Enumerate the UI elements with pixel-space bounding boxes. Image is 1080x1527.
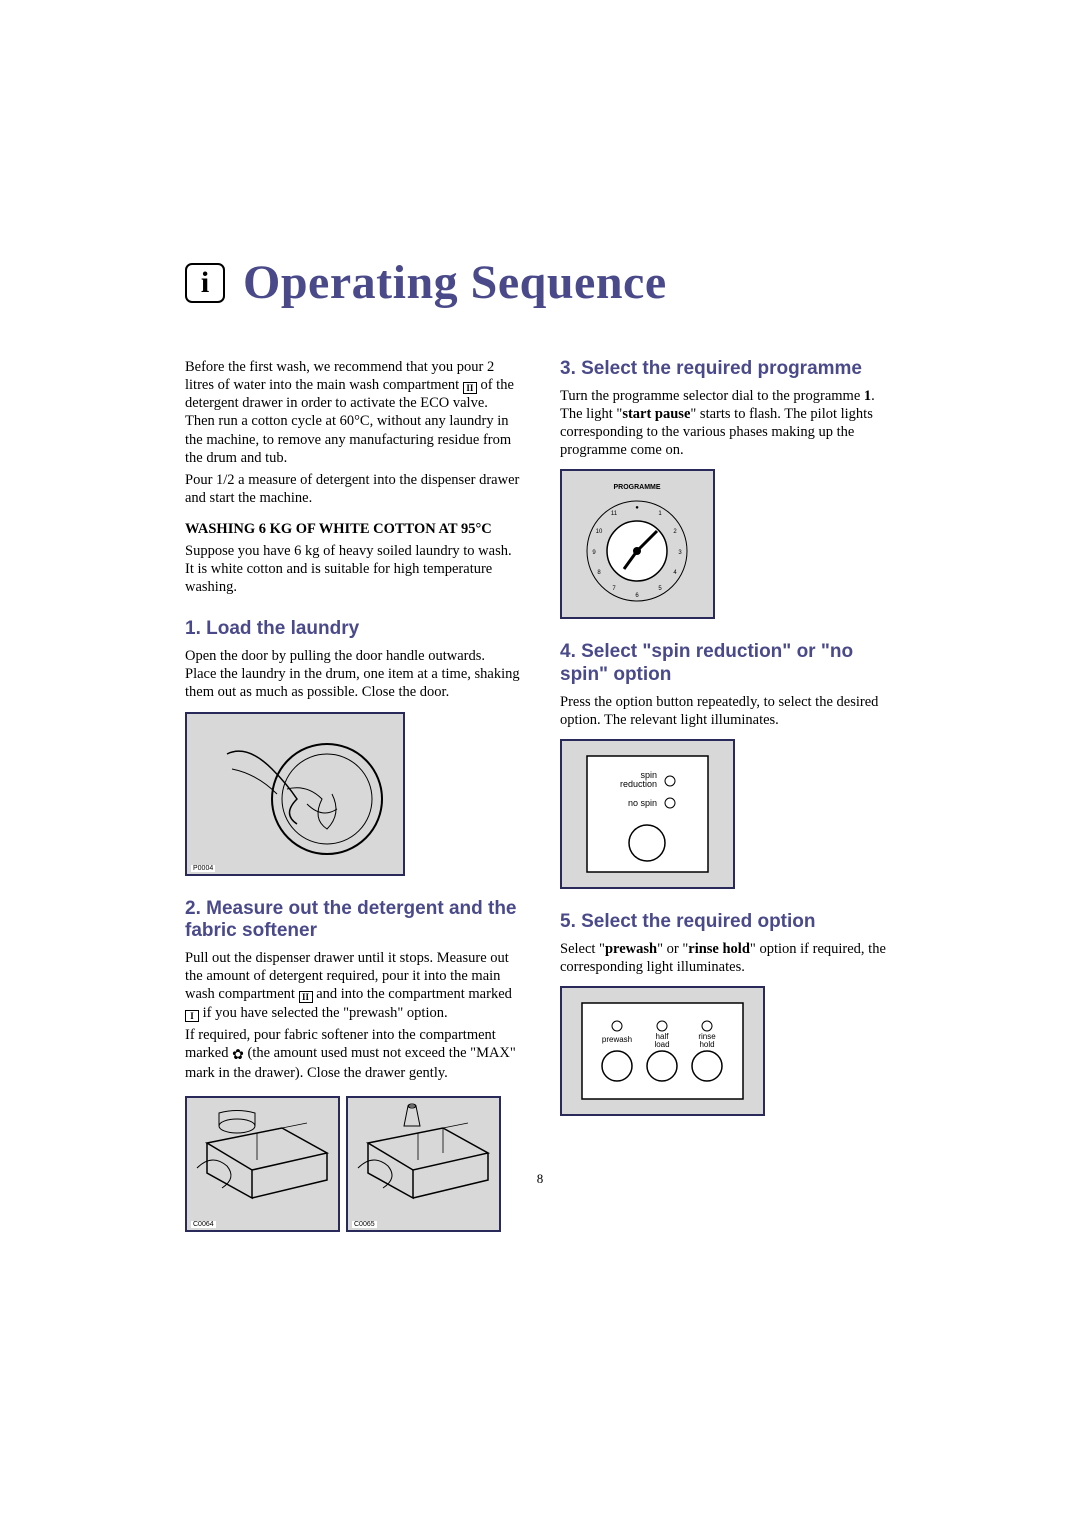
options-panel-illustration: prewash half load rinse hold bbox=[562, 988, 763, 1114]
info-icon: i bbox=[185, 263, 225, 303]
no-spin-label: no spin bbox=[628, 798, 657, 808]
figure-detergent-drawer-2: C0065 bbox=[346, 1096, 501, 1232]
columns: Before the first wash, we recommend that… bbox=[185, 358, 895, 1238]
half-load-label-2: load bbox=[654, 1040, 669, 1049]
figure-label: C0065 bbox=[352, 1221, 377, 1228]
right-column: 3. Select the required programme Turn th… bbox=[560, 358, 895, 1238]
softener-icon: ✿ bbox=[232, 1047, 244, 1065]
figure-programme-dial: PROGRAMME ● 1 2 3 4 5 6 7 8 bbox=[560, 469, 715, 619]
svg-text:●: ● bbox=[635, 505, 639, 511]
svg-text:7: 7 bbox=[612, 586, 616, 592]
main-wash-icon: II bbox=[299, 991, 313, 1003]
section-2-p2: If required, pour fabric softener into t… bbox=[185, 1026, 520, 1083]
laundry-illustration bbox=[187, 714, 403, 874]
figure-options-panel: prewash half load rinse hold bbox=[560, 986, 765, 1116]
prewash-compartment-icon: I bbox=[185, 1010, 199, 1022]
section-3-body: Turn the programme selector dial to the … bbox=[560, 387, 895, 460]
s3-p1a: Turn the programme selector dial to the … bbox=[560, 388, 864, 404]
rinse-hold-label-2: hold bbox=[699, 1040, 714, 1049]
s5-p1c: " or " bbox=[657, 941, 688, 957]
svg-text:9: 9 bbox=[592, 550, 596, 556]
example-body: Suppose you have 6 kg of heavy soiled la… bbox=[185, 542, 520, 596]
intro-paragraph-2: Pour 1/2 a measure of detergent into the… bbox=[185, 471, 520, 507]
section-1-heading: 1. Load the laundry bbox=[185, 618, 520, 641]
section-2-heading: 2. Measure out the detergent and the fab… bbox=[185, 898, 520, 944]
page-title: Operating Sequence bbox=[243, 255, 667, 310]
svg-text:4: 4 bbox=[673, 570, 677, 576]
intro-paragraph-1: Before the first wash, we recommend that… bbox=[185, 358, 520, 467]
svg-text:11: 11 bbox=[611, 511, 618, 517]
prewash-label: prewash bbox=[602, 1035, 632, 1044]
figure-label: P0004 bbox=[191, 865, 215, 872]
svg-text:6: 6 bbox=[635, 593, 639, 599]
drawer-figures-row: C0064 C0065 bbox=[185, 1086, 520, 1238]
figure-detergent-drawer-1: C0064 bbox=[185, 1096, 340, 1232]
svg-text:10: 10 bbox=[596, 529, 603, 535]
svg-text:2: 2 bbox=[673, 529, 677, 535]
svg-text:1: 1 bbox=[658, 511, 662, 517]
svg-text:3: 3 bbox=[678, 550, 682, 556]
example-heading: WASHING 6 KG OF WHITE COTTON AT 95°C bbox=[185, 521, 520, 538]
s5-p1b: prewash bbox=[605, 941, 657, 957]
left-column: Before the first wash, we recommend that… bbox=[185, 358, 520, 1238]
drawer-illustration-2 bbox=[348, 1098, 499, 1230]
figure-label: C0064 bbox=[191, 1221, 216, 1228]
spin-reduction-label-2: reduction bbox=[620, 779, 657, 789]
section-1-body: Open the door by pulling the door handle… bbox=[185, 647, 520, 701]
dial-illustration: PROGRAMME ● 1 2 3 4 5 6 7 8 bbox=[562, 471, 713, 617]
drawer-illustration-1 bbox=[187, 1098, 338, 1230]
section-4-heading: 4. Select "spin reduction" or "no spin" … bbox=[560, 641, 895, 687]
s2-p1c: if you have selected the "prewash" optio… bbox=[199, 1005, 448, 1021]
section-4-body: Press the option button repeatedly, to s… bbox=[560, 693, 895, 729]
section-5-body: Select "prewash" or "rinse hold" option … bbox=[560, 940, 895, 976]
manual-page: i Operating Sequence Before the first wa… bbox=[0, 0, 1080, 1238]
section-5-heading: 5. Select the required option bbox=[560, 911, 895, 934]
section-2-p1: Pull out the dispenser drawer until it s… bbox=[185, 949, 520, 1022]
page-number: 8 bbox=[537, 1171, 544, 1187]
s3-p1d: start pause bbox=[622, 406, 690, 422]
s2-p1b: and into the compartment marked bbox=[313, 986, 512, 1002]
dial-label: PROGRAMME bbox=[613, 484, 660, 491]
svg-text:8: 8 bbox=[597, 570, 601, 576]
s5-p1a: Select " bbox=[560, 941, 605, 957]
intro-p1a: Before the first wash, we recommend that… bbox=[185, 359, 494, 393]
section-3-heading: 3. Select the required programme bbox=[560, 358, 895, 381]
figure-spin-panel: spin reduction no spin bbox=[560, 739, 735, 889]
title-row: i Operating Sequence bbox=[185, 255, 895, 310]
spin-panel-illustration: spin reduction no spin bbox=[562, 741, 733, 887]
svg-text:5: 5 bbox=[658, 586, 662, 592]
s5-p1d: rinse hold bbox=[688, 941, 750, 957]
figure-load-laundry: P0004 bbox=[185, 712, 405, 876]
main-wash-compartment-icon: II bbox=[463, 382, 477, 394]
